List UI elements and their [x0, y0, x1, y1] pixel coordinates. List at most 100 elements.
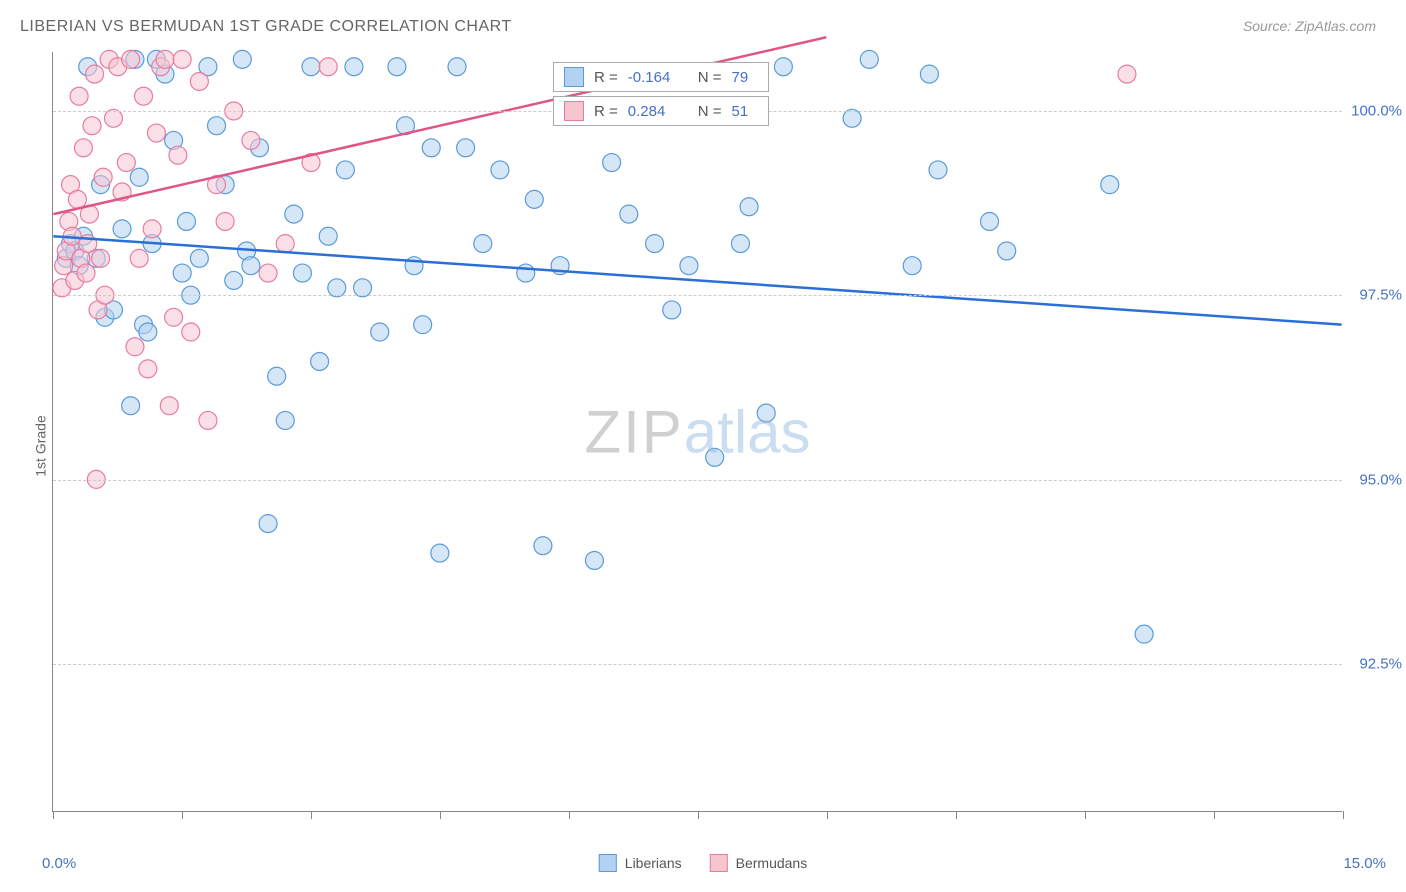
scatter-point: [126, 338, 144, 356]
scatter-point: [706, 448, 724, 466]
scatter-point: [585, 551, 603, 569]
x-tick: [1343, 811, 1344, 819]
scatter-point: [259, 264, 277, 282]
r-label: R =: [594, 69, 618, 86]
x-tick: [311, 811, 312, 819]
x-tick: [698, 811, 699, 819]
n-value: 51: [732, 103, 758, 120]
gridline: [53, 480, 1342, 481]
x-axis-max-label: 15.0%: [1343, 855, 1386, 872]
stats-swatch: [564, 101, 584, 121]
scatter-point: [422, 139, 440, 157]
x-tick: [569, 811, 570, 819]
r-value: -0.164: [628, 69, 678, 86]
scatter-point: [74, 139, 92, 157]
scatter-point: [293, 264, 311, 282]
scatter-point: [491, 161, 509, 179]
y-tick-label: 92.5%: [1359, 656, 1402, 673]
scatter-point: [216, 212, 234, 230]
scatter-point: [139, 323, 157, 341]
scatter-point: [354, 279, 372, 297]
x-tick: [827, 811, 828, 819]
scatter-point: [208, 117, 226, 135]
scatter-point: [345, 58, 363, 76]
scatter-point: [160, 397, 178, 415]
x-tick: [1214, 811, 1215, 819]
stats-box: R = 0.284 N = 51: [553, 96, 769, 126]
n-label: N =: [698, 103, 722, 120]
scatter-point: [143, 220, 161, 238]
scatter-point: [173, 50, 191, 68]
legend: Liberians Bermudans: [599, 854, 807, 872]
x-tick: [1085, 811, 1086, 819]
scatter-point: [177, 212, 195, 230]
scatter-point: [147, 124, 165, 142]
scatter-point: [285, 205, 303, 223]
x-tick: [440, 811, 441, 819]
scatter-point: [259, 515, 277, 533]
scatter-point: [903, 257, 921, 275]
scatter-point: [276, 235, 294, 253]
scatter-point: [414, 316, 432, 334]
legend-label: Liberians: [625, 855, 682, 871]
n-label: N =: [698, 69, 722, 86]
scatter-point: [371, 323, 389, 341]
scatter-point: [457, 139, 475, 157]
scatter-point: [998, 242, 1016, 260]
source-label: Source: ZipAtlas.com: [1243, 18, 1376, 34]
scatter-point: [268, 367, 286, 385]
scatter-point: [843, 109, 861, 127]
scatter-point: [534, 537, 552, 555]
scatter-point: [525, 190, 543, 208]
scatter-point: [474, 235, 492, 253]
scatter-point: [77, 264, 95, 282]
scatter-point: [646, 235, 664, 253]
scatter-point: [1135, 625, 1153, 643]
scatter-point: [92, 249, 110, 267]
scatter-point: [929, 161, 947, 179]
scatter-point: [169, 146, 187, 164]
scatter-point: [740, 198, 758, 216]
scatter-point: [225, 271, 243, 289]
scatter-point: [135, 87, 153, 105]
scatter-point: [122, 50, 140, 68]
scatter-point: [199, 411, 217, 429]
scatter-point: [165, 308, 183, 326]
legend-item: Bermudans: [710, 854, 808, 872]
scatter-point: [242, 131, 260, 149]
legend-label: Bermudans: [736, 855, 808, 871]
scatter-point: [1101, 176, 1119, 194]
scatter-point: [86, 65, 104, 83]
scatter-point: [122, 397, 140, 415]
trend-line: [53, 236, 1341, 324]
scatter-point: [328, 279, 346, 297]
scatter-point: [981, 212, 999, 230]
scatter-point: [70, 87, 88, 105]
scatter-point: [448, 58, 466, 76]
scatter-point: [139, 360, 157, 378]
scatter-point: [233, 50, 251, 68]
scatter-point: [94, 168, 112, 186]
gridline: [53, 295, 1342, 296]
chart-title: LIBERIAN VS BERMUDAN 1ST GRADE CORRELATI…: [20, 18, 512, 36]
scatter-point: [388, 58, 406, 76]
y-tick-label: 95.0%: [1359, 471, 1402, 488]
scatter-point: [113, 220, 131, 238]
r-value: 0.284: [628, 103, 678, 120]
scatter-point: [68, 190, 86, 208]
scatter-point: [680, 257, 698, 275]
x-tick: [182, 811, 183, 819]
gridline: [53, 664, 1342, 665]
x-tick: [956, 811, 957, 819]
scatter-point: [104, 109, 122, 127]
scatter-point: [117, 154, 135, 172]
plot-area: ZIPatlas 92.5%95.0%97.5%100.0%R =-0.164N…: [52, 52, 1342, 812]
scatter-point: [319, 58, 337, 76]
r-label: R =: [594, 103, 618, 120]
scatter-point: [182, 323, 200, 341]
scatter-point: [302, 58, 320, 76]
scatter-point: [83, 117, 101, 135]
scatter-point: [1118, 65, 1136, 83]
scatter-point: [920, 65, 938, 83]
scatter-point: [663, 301, 681, 319]
